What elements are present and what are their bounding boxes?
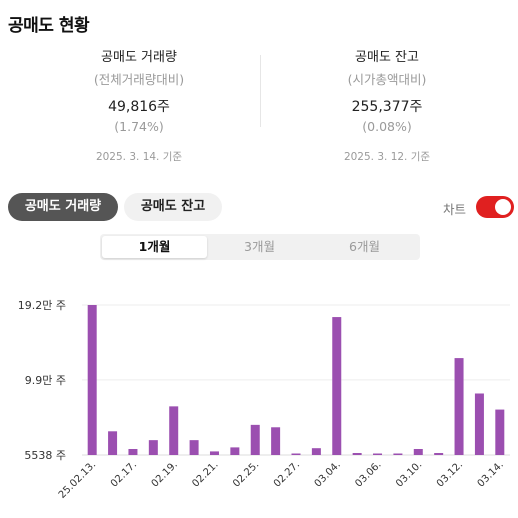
tab-short-balance[interactable]: 공매도 잔고 [124, 193, 222, 221]
x-tick-label: 02.25. [231, 459, 261, 489]
x-tick-label: 03.04. [313, 459, 343, 489]
y-tick-label: 9.9만 주 [25, 374, 66, 387]
chart-bar [352, 453, 362, 455]
x-tick-label: 03.12. [435, 459, 465, 489]
chart-bar [393, 453, 403, 455]
chart-bar [413, 448, 423, 455]
chart-bar [230, 447, 240, 455]
chart-bar [332, 317, 342, 455]
period-selector: 1개월 3개월 6개월 [100, 234, 420, 260]
short-volume-label: 공매도 거래량 [101, 50, 177, 65]
chart-bar [291, 453, 301, 455]
summary-divider [260, 55, 261, 127]
y-tick-label: 5538 주 [24, 449, 66, 462]
x-tick-label: 03.10. [394, 459, 424, 489]
x-tick-label: 03.14. [476, 459, 506, 489]
short-balance-date: 2025. 3. 12. 기준 [343, 151, 431, 163]
chart-toggle-label: 차트 [443, 202, 467, 217]
chart-bar [271, 427, 281, 455]
chart-bar [209, 451, 219, 455]
chart-bar [108, 431, 118, 455]
period-3m-tab[interactable]: 3개월 [244, 239, 275, 254]
chart-bar [434, 453, 444, 455]
x-tick-label: 25.02.13. [57, 459, 99, 501]
chart-bar [373, 453, 383, 455]
chart-bar [169, 406, 179, 455]
page-title: 공매도 현황 [8, 16, 90, 36]
short-volume-date: 2025. 3. 14. 기준 [95, 151, 183, 163]
short-balance-percent: (0.08%) [362, 119, 412, 134]
period-6m-tab[interactable]: 6개월 [349, 239, 380, 254]
short-volume-sublabel: (전체거래량대비) [93, 72, 185, 87]
y-tick-label: 19.2만 주 [18, 299, 66, 312]
chart-bar [311, 448, 321, 455]
chart-bar [189, 440, 199, 455]
chart-bar [454, 358, 464, 455]
chart-bar [250, 424, 260, 455]
short-volume-chart: 19.2만 주 9.9만 주 5538 주25.02.13. 02.17. 02.19.… [18, 299, 510, 501]
chart-bar [128, 448, 138, 455]
short-balance-value: 255,377주 [351, 99, 423, 115]
chart-toggle[interactable] [476, 196, 514, 218]
period-1m-tab[interactable]: 1개월 [102, 236, 207, 258]
short-balance-sublabel: (시가총액대비) [347, 72, 427, 87]
chart-bar [474, 393, 484, 455]
chart-bar [495, 409, 505, 455]
chart-bar [87, 305, 97, 455]
x-tick-label: 03.06. [353, 459, 383, 489]
short-balance-label: 공매도 잔고 [355, 50, 419, 65]
x-tick-label: 02.17. [109, 459, 139, 489]
x-tick-label: 02.21. [190, 459, 220, 489]
tab-short-volume[interactable]: 공매도 거래량 [8, 193, 118, 221]
short-volume-value: 49,816주 [108, 99, 170, 115]
chart-bar [148, 440, 158, 455]
short-balance-summary: 공매도 잔고 (시가총액대비) 255,377주 (0.08%) 2025. 3… [262, 46, 512, 164]
x-tick-label: 02.27. [272, 459, 302, 489]
toggle-knob [495, 199, 511, 215]
x-tick-label: 02.19. [150, 459, 180, 489]
short-volume-percent: (1.74%) [114, 119, 164, 134]
short-volume-summary: 공매도 거래량 (전체거래량대비) 49,816주 (1.74%) 2025. … [14, 46, 264, 164]
